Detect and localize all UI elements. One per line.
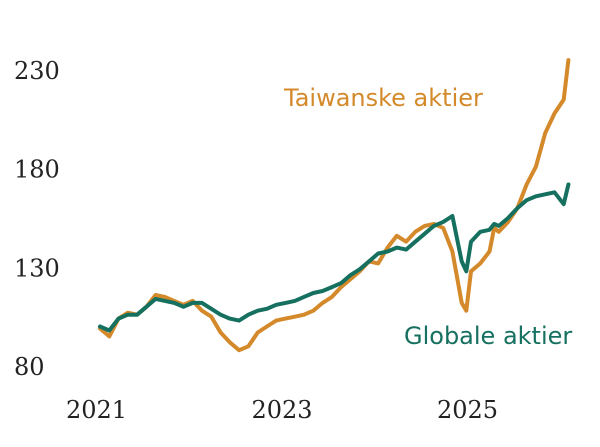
series-lines [98, 58, 571, 353]
y-tick-label: 180 [14, 156, 60, 184]
y-tick-label: 230 [14, 57, 60, 85]
series-line-globale-aktier [98, 182, 571, 333]
series-label-globale-aktier: Globale aktier [404, 322, 572, 350]
y-tick-label: 130 [14, 254, 60, 282]
y-axis-ticks: 230 180 130 80 [14, 57, 60, 381]
x-tick-label: 2025 [437, 396, 498, 424]
x-axis-ticks: 2021 2023 2025 [66, 396, 498, 424]
x-tick-label: 2021 [66, 396, 127, 424]
y-tick-label: 80 [14, 353, 45, 381]
series-label-taiwanske-aktier: Taiwanske aktier [283, 84, 483, 112]
x-tick-label: 2023 [251, 396, 312, 424]
